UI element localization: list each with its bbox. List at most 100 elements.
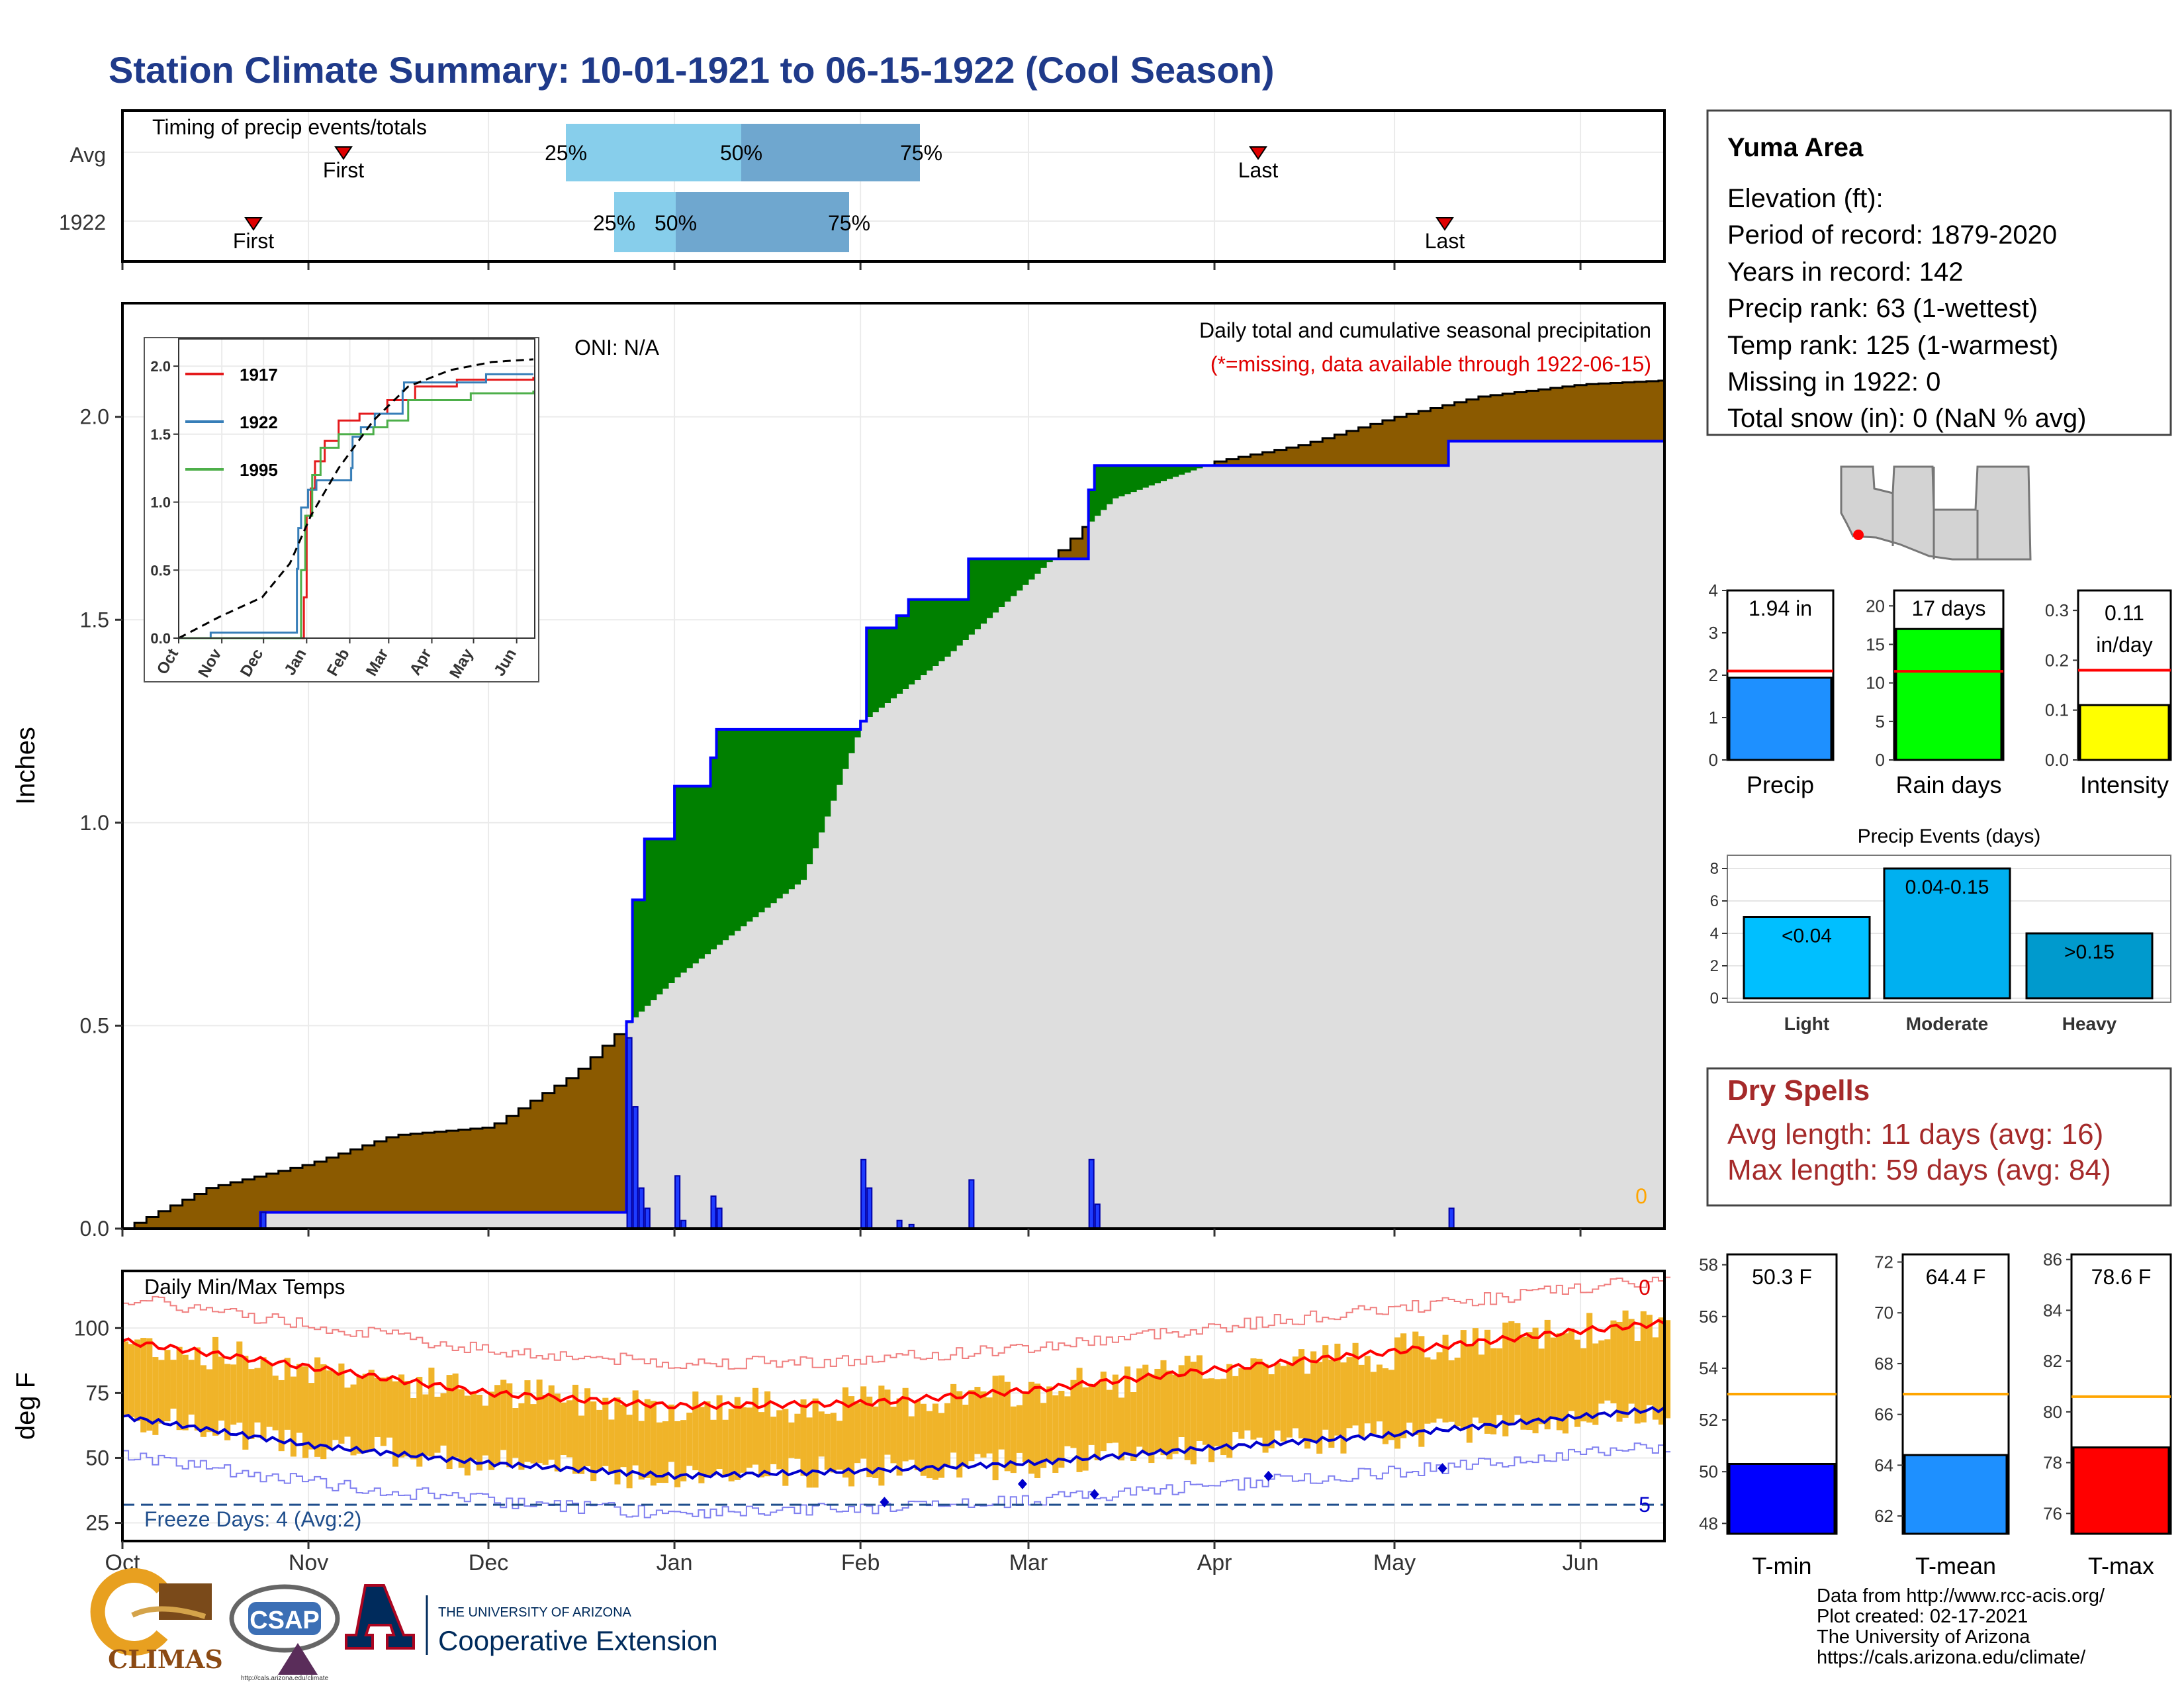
daily-temp-bar	[860, 1386, 867, 1459]
daily-temp-bar	[1454, 1357, 1461, 1427]
daily-temp-bar	[560, 1402, 567, 1456]
temp-summary-y-tick: 72	[1874, 1252, 1893, 1272]
daily-temp-bar	[1142, 1364, 1149, 1454]
precip-y-tick: 1.0	[80, 811, 109, 835]
daily-temp-bar	[1346, 1357, 1353, 1429]
daily-temp-bar	[644, 1399, 651, 1478]
daily-temp-bar	[938, 1413, 945, 1478]
csap-logo: CSAP http://cals.arizona.edu/climate	[229, 1584, 340, 1682]
timing-avg-50: 50%	[720, 141, 762, 165]
freeze-day-marker	[1263, 1470, 1273, 1481]
daily-temp-bar	[524, 1380, 531, 1462]
daily-temp-bar	[428, 1368, 435, 1457]
daily-temp-bar	[824, 1413, 831, 1470]
daily-temp-bar	[1184, 1356, 1191, 1460]
daily-temp-bar	[1334, 1343, 1341, 1436]
precip-y-axis-label: Inches	[11, 727, 40, 805]
daily-temp-bar	[1034, 1383, 1041, 1478]
temp-summary-y-tick: 68	[1874, 1354, 1893, 1374]
last-marker-avg	[1249, 146, 1267, 160]
daily-temp-bar	[146, 1338, 153, 1431]
temps-y-tick: 75	[85, 1381, 109, 1405]
daily-temp-bar	[626, 1415, 633, 1489]
station-line: Period of record: 1879-2020	[1727, 220, 2057, 250]
daily-temp-bar	[1478, 1354, 1485, 1424]
temps-y-tick: 25	[85, 1511, 109, 1535]
daily-temp-bar	[596, 1409, 603, 1470]
daily-temp-bar	[362, 1374, 369, 1453]
precip-caption: Daily total and cumulative seasonal prec…	[1199, 318, 1651, 342]
daily-temp-bar	[788, 1422, 795, 1458]
summary-label: Precip	[1747, 771, 1814, 798]
precip-y-tick: 1.5	[80, 608, 109, 632]
timing-avg-25: 25%	[545, 141, 587, 165]
temp-summary-value: 78.6 F	[2091, 1265, 2152, 1289]
event-bar-moderate	[1883, 867, 2011, 1000]
daily-temp-bar	[602, 1397, 609, 1466]
daily-temp-bar	[1418, 1336, 1425, 1447]
freeze-days-label: Freeze Days: 4 (Avg:2)	[144, 1507, 361, 1531]
daily-temp-bar	[1610, 1320, 1617, 1403]
daily-temp-bar	[1340, 1362, 1347, 1454]
temp-summary-y-tick: 80	[2043, 1402, 2062, 1422]
daily-temp-bar	[1250, 1358, 1257, 1440]
daily-temp-bar	[1088, 1386, 1095, 1445]
daily-temp-bar	[308, 1383, 315, 1450]
daily-temp-bar	[884, 1389, 891, 1455]
missing-count: 0	[1635, 1184, 1647, 1208]
daily-temp-bar	[848, 1396, 855, 1487]
temp-summary-y-tick: 52	[1699, 1410, 1718, 1430]
daily-temp-bar	[812, 1398, 819, 1488]
first-label-1922: First	[233, 229, 274, 253]
daily-temp-bar	[296, 1364, 302, 1433]
csap-logo-url: http://cals.arizona.edu/climate	[241, 1675, 329, 1682]
oni-label: ONI: N/A	[574, 336, 660, 359]
event-bar-heavy	[2025, 932, 2154, 1000]
timing-1922-75: 75%	[828, 211, 870, 235]
daily-temp-bar	[650, 1401, 657, 1486]
daily-temp-bar	[494, 1385, 501, 1464]
daily-temp-bar	[998, 1375, 1005, 1450]
daily-temp-bar	[452, 1373, 459, 1458]
daily-temp-bar	[1112, 1374, 1118, 1443]
daily-temp-bar	[1052, 1395, 1059, 1473]
daily-temp-bar	[1268, 1374, 1275, 1448]
daily-temp-bar	[548, 1385, 555, 1460]
inset-y-tick: 0.5	[150, 562, 171, 579]
daily-temp-bar	[512, 1408, 519, 1458]
daily-temp-bar	[170, 1360, 177, 1409]
page-title: Station Climate Summary: 10-01-1921 to 0…	[109, 49, 1275, 91]
footer-line: https://cals.arizona.edu/climate/	[1817, 1647, 2086, 1668]
daily-temp-bar	[152, 1357, 159, 1435]
timing-1922-q1	[614, 192, 676, 252]
record-low-line	[122, 1442, 1671, 1519]
temp-summary-charts: 48 50 52 54 56 58 50.3 F T-min 62 64 66 68 70 72 64.4 …	[1699, 1250, 2172, 1579]
first-marker-avg	[334, 146, 353, 160]
daily-precip-bar	[626, 1037, 633, 1229]
daily-temp-bar	[344, 1387, 351, 1437]
daily-temp-bar	[476, 1394, 482, 1471]
daily-temp-bar	[1160, 1360, 1167, 1456]
daily-temp-bar	[920, 1403, 927, 1476]
station-name: Yuma Area	[1727, 133, 1864, 162]
daily-precip-bar	[1088, 1158, 1095, 1230]
dry-spells-avg: Avg length: 11 days (avg: 16)	[1727, 1118, 2103, 1150]
freeze-day-marker	[1089, 1489, 1099, 1500]
daily-temp-bar	[1022, 1391, 1028, 1463]
daily-temp-bar	[458, 1389, 465, 1468]
daily-temp-bar	[1538, 1348, 1545, 1425]
daily-precip-bar	[632, 1106, 639, 1229]
daily-temp-bar	[392, 1381, 399, 1467]
summary-value: 1.94 in	[1749, 596, 1812, 620]
timing-panel: Timing of precip events/totals Avg 1922 …	[59, 109, 1666, 270]
inset-y-tick: 2.0	[150, 358, 171, 375]
daily-temp-bar	[518, 1403, 525, 1470]
daily-precip-bar	[638, 1187, 645, 1229]
daily-temp-bar	[230, 1364, 237, 1425]
inset-legend-1917: 1917	[240, 365, 278, 385]
daily-temp-bar	[992, 1376, 999, 1481]
daily-temp-bar	[1010, 1406, 1017, 1474]
daily-temp-bar	[1244, 1367, 1251, 1430]
daily-temp-bar	[1274, 1363, 1281, 1431]
